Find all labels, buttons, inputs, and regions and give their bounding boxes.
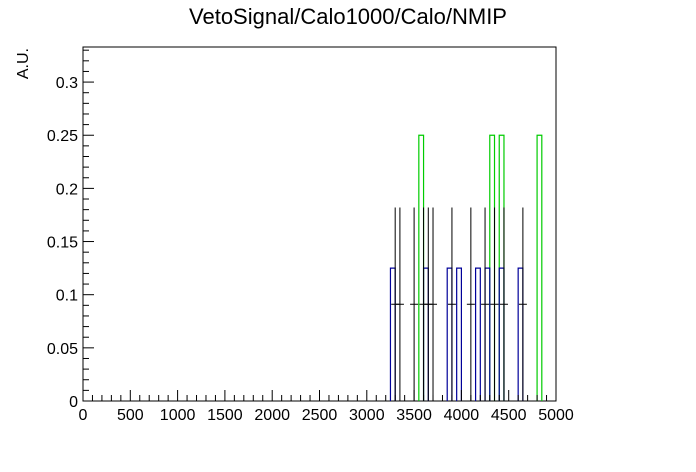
x-tick-label: 1500 <box>207 407 243 424</box>
y-tick-label: 0.15 <box>47 235 78 252</box>
data-point-6 <box>447 207 456 401</box>
y-tick-label: 0.1 <box>56 288 78 305</box>
data-point-1 <box>395 207 404 401</box>
histogram-bin-s1-5 <box>484 267 491 401</box>
x-tick-label: 3000 <box>349 407 385 424</box>
data-point-5 <box>429 207 438 401</box>
x-tick-label: 2500 <box>302 407 338 424</box>
x-tick-label: 1000 <box>160 407 196 424</box>
x-tick-label: 3500 <box>396 407 432 424</box>
x-tick-label: 4500 <box>491 407 527 424</box>
x-tick-label: 500 <box>117 407 144 424</box>
axis-layer: 0 500 1000 1500 2000 2500 3000 3500 4000 4500 5000… <box>47 49 574 424</box>
y-tick-label: 0.3 <box>56 75 78 92</box>
series-layer <box>389 134 543 401</box>
histogram-bin-s0-1 <box>489 134 496 401</box>
histogram-bin-s1-4 <box>474 267 481 401</box>
x-tick-label: 4000 <box>444 407 480 424</box>
x-tick-label: 5000 <box>538 407 574 424</box>
y-tick-label: 0 <box>69 394 78 411</box>
histogram-bin-s0-3 <box>536 134 543 401</box>
histogram-bin-s1-6 <box>498 267 505 401</box>
x-tick-label: 2000 <box>254 407 290 424</box>
data-point-10 <box>499 207 508 401</box>
data-point-7 <box>466 207 475 401</box>
data-point-2 <box>410 207 419 401</box>
histogram-bin-s1-0 <box>389 267 396 401</box>
y-tick-label: 0.05 <box>47 341 78 358</box>
histogram-bin-s1-3 <box>456 267 462 401</box>
histogram-bin-s1-7 <box>517 267 524 401</box>
data-point-8 <box>481 207 490 401</box>
y-tick-label: 0.25 <box>47 128 78 145</box>
chart-title: VetoSignal/Calo1000/Calo/NMIP <box>189 4 507 29</box>
histogram-bin-s1-1 <box>422 267 429 401</box>
y-axis-title: A.U. <box>15 48 32 79</box>
x-tick-label: 0 <box>79 407 88 424</box>
data-point-9 <box>490 207 499 401</box>
histogram-bin-s0-0 <box>418 134 425 401</box>
data-point-11 <box>518 207 527 401</box>
y-tick-label: 0.2 <box>56 181 78 198</box>
histogram-bin-s1-2 <box>446 267 453 401</box>
